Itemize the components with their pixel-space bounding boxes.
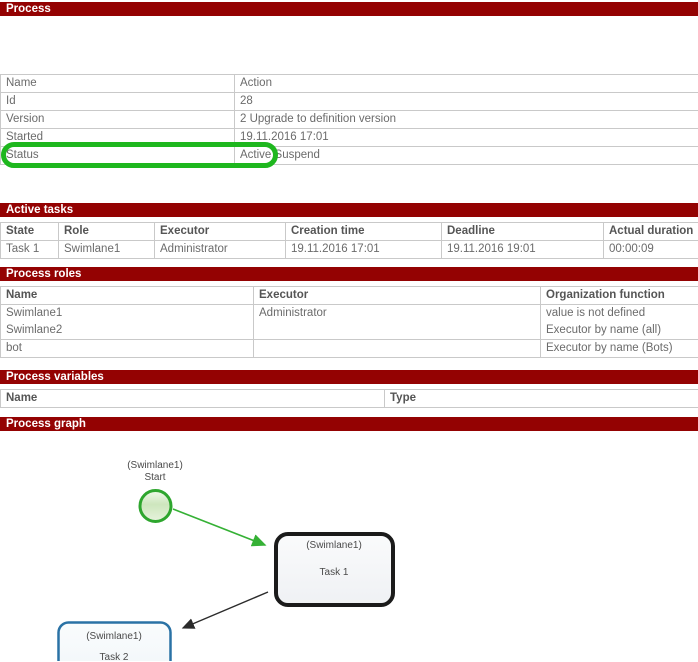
section-title-process-variables: Process variables [6,371,104,383]
cell-role-org-function: Executor by name (all) [540,322,698,340]
table-header-row: Name Type [0,389,698,408]
cell-role-executor [253,322,541,340]
active-tasks-table: State Role Executor Creation time Deadli… [0,222,698,259]
info-value-name: Action [234,74,698,93]
section-title-active-tasks: Active tasks [6,204,74,216]
start-circle [138,489,173,523]
transition-task1-to-task2 [181,591,269,629]
section-header-process-graph: Process graph [0,417,698,431]
cell-deadline: 19.11.2016 19:01 [441,240,604,259]
col-role: Role [58,222,155,241]
info-label-id: Id [0,92,235,111]
col-name: Name [0,389,385,408]
process-variables-table: Name Type [0,389,698,408]
section-title-process-roles: Process roles [6,268,82,280]
cell-role-executor [253,339,541,358]
table-row: bot Executor by name (Bots) [0,339,698,358]
process-roles-table: Name Executor Organization function Swim… [0,286,698,358]
transition-start-to-task1 [172,508,267,547]
section-header-process-roles: Process roles [0,267,698,281]
table-row: Task 1 Swimlane1 Administrator 19.11.201… [0,240,698,259]
info-label-name: Name [0,74,235,93]
info-label-status: Status [0,146,235,165]
task1-label: Task 1 [320,567,349,578]
section-header-active-tasks: Active tasks [0,203,698,217]
section-header-process: Process [0,2,698,16]
table-header-row: State Role Executor Creation time Deadli… [0,222,698,241]
table-row: Status Active Suspend [0,146,698,165]
section-title-process: Process [6,3,51,15]
table-row: Name Action [0,74,698,93]
info-value-id: 28 [234,92,698,111]
cell-role-executor: Administrator [253,304,541,322]
start-node-label: Start [144,472,165,483]
cell-role-name: bot [0,339,254,358]
table-row: Swimlane1 Administrator value is not def… [0,304,698,322]
col-executor: Executor [253,286,541,305]
task2-box[interactable] [57,621,172,662]
info-value-started: 19.11.2016 17:01 [234,128,698,147]
cell-role-org-function: value is not defined [540,304,698,322]
col-creation-time: Creation time [285,222,442,241]
task1-swimlane-label: (Swimlane1) [306,540,362,551]
cell-role: Swimlane1 [58,240,155,259]
start-node: (Swimlane1) Start [127,460,183,523]
task2-swimlane-label: (Swimlane1) [86,631,142,642]
cell-role-name: Swimlane2 [0,322,254,340]
status-value: Active [240,149,272,161]
task2-node[interactable]: (Swimlane1) Task 2 [57,621,172,662]
col-org-function: Organization function [540,286,698,305]
cell-state: Task 1 [0,240,59,259]
info-label-started: Started [0,128,235,147]
task2-label: Task 2 [100,652,129,661]
process-graph-canvas: (Swimlane1) Start (Swimlane1) Task 1 (Sw… [0,431,698,661]
info-label-version: Version [0,110,235,129]
task1-node[interactable]: (Swimlane1) Task 1 [274,532,395,607]
col-deadline: Deadline [441,222,604,241]
col-executor: Executor [154,222,286,241]
info-value-version: 2 Upgrade to definition version [234,110,698,129]
suspend-link[interactable]: Suspend [274,149,320,161]
cell-role-name: Swimlane1 [0,304,254,322]
col-actual-duration: Actual duration [603,222,698,241]
info-value-status: Active Suspend [234,146,698,165]
table-row: Swimlane2 Executor by name (all) [0,322,698,340]
cell-role-org-function: Executor by name (Bots) [540,339,698,358]
section-header-process-variables: Process variables [0,370,698,384]
table-row: Id 28 [0,92,698,111]
col-type: Type [384,389,698,408]
table-row: Version 2 Upgrade to definition version [0,110,698,129]
table-header-row: Name Executor Organization function [0,286,698,305]
cell-creation-time: 19.11.2016 17:01 [285,240,442,259]
section-title-process-graph: Process graph [6,418,86,430]
cell-actual-duration: 00:00:09 [603,240,698,259]
table-row: Started 19.11.2016 17:01 [0,128,698,147]
col-name: Name [0,286,254,305]
start-node-swimlane-label: (Swimlane1) [127,460,183,471]
process-info-table: Name Action Id 28 Version 2 Upgrade to d… [0,74,698,165]
cell-executor: Administrator [154,240,286,259]
col-state: State [0,222,59,241]
task1-box[interactable] [274,532,395,607]
